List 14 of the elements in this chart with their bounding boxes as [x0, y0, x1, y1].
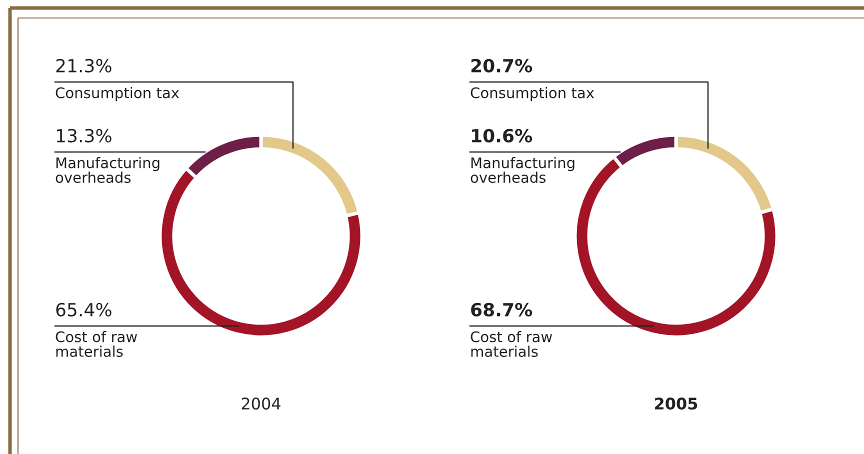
text: 2004: [242, 398, 280, 410]
slice-label: Manufacturing overheads: [470, 157, 574, 183]
data-label: 20.7%: [471, 58, 532, 72]
data-label: 68.7%: [471, 302, 532, 316]
slice-label: Consumption tax: [56, 87, 180, 102]
slice-label: Cost of raw materials: [56, 331, 137, 357]
data-label: 65.4%: [56, 302, 112, 316]
slice-label: Manufacturing overheads: [56, 157, 160, 183]
data-label: 10.6%: [472, 128, 532, 142]
slice-label: Cost of raw materials: [470, 331, 552, 357]
data-label: 13.3%: [56, 128, 112, 142]
text: 2005: [655, 398, 698, 410]
slice-label: Consumption tax: [470, 87, 594, 102]
data-label: 21.3%: [56, 58, 112, 72]
